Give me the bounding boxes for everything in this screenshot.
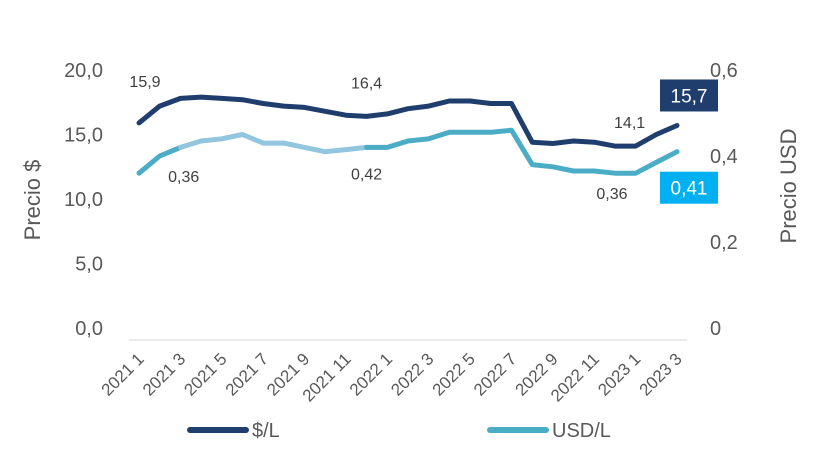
data-label: 15,9 (129, 74, 160, 91)
right-axis: 0 0,2 0,4 0,6 (710, 60, 738, 340)
usd-series-line-light (177, 132, 370, 155)
left-tick-label: 15,0 (64, 125, 103, 147)
legend-label-usd: USD/L (552, 420, 611, 442)
data-label-box (660, 171, 718, 204)
legend: $/L USD/L (187, 420, 611, 442)
right-tick-label: 0 (710, 318, 721, 340)
right-tick-label: 0,4 (710, 146, 738, 168)
x-tick-label: 2023 3 (636, 349, 686, 399)
data-label: 0,36 (596, 186, 627, 203)
x-tick-label: 2021 3 (139, 349, 189, 399)
usd-series-line (364, 127, 680, 176)
left-tick-label: 10,0 (64, 189, 103, 211)
right-tick-label: 0,6 (710, 60, 738, 82)
x-tick-label: 2022 7 (470, 349, 520, 399)
data-label: 15,7 (671, 86, 708, 107)
data-label: 0,41 (671, 179, 708, 200)
data-labels: 15,9 16,4 14,1 15,7 0,36 0,42 0,36 0,41 (129, 74, 718, 204)
left-tick-label: 20,0 (64, 60, 103, 82)
left-axis-title: Precio $ (20, 160, 45, 241)
data-label-box (660, 79, 718, 112)
x-tick-label: 2022 1 (346, 349, 396, 399)
data-label: 14,1 (614, 115, 645, 132)
data-label: 16,4 (351, 75, 382, 92)
data-label: 0,42 (351, 166, 382, 183)
left-axis: 0,0 5,0 10,0 15,0 20,0 (64, 60, 103, 340)
x-tick-label: 2022 5 (429, 349, 479, 399)
right-axis-title: Precio USD (776, 129, 801, 244)
x-tick-label: 2021 1 (98, 349, 148, 399)
x-tick-label: 2021 5 (180, 349, 230, 399)
x-tick-label: 2021 7 (222, 349, 272, 399)
usd-series-line (136, 144, 183, 176)
dollar-series-line (136, 94, 680, 149)
legend-label-dollar: $/L (252, 420, 280, 442)
series-layer (136, 94, 680, 176)
right-tick-label: 0,2 (710, 232, 738, 254)
data-label: 0,36 (168, 169, 199, 186)
left-tick-label: 0,0 (75, 318, 103, 340)
left-tick-label: 5,0 (75, 254, 103, 276)
x-tick-label: 2022 3 (387, 349, 437, 399)
x-tick-label: 2023 1 (594, 349, 644, 399)
